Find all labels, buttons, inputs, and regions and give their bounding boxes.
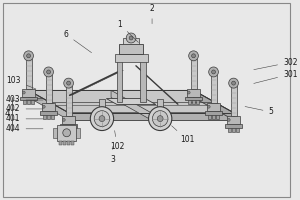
Polygon shape: [111, 90, 151, 120]
Polygon shape: [106, 99, 156, 105]
Circle shape: [209, 67, 218, 77]
Circle shape: [27, 54, 31, 58]
Bar: [53, 128, 57, 138]
Polygon shape: [69, 113, 234, 120]
Bar: [119, 44, 143, 54]
Bar: [115, 54, 148, 62]
Bar: [71, 128, 74, 132]
Circle shape: [157, 116, 163, 122]
Text: 5: 5: [245, 107, 273, 116]
Bar: [51, 115, 54, 119]
Bar: [216, 115, 219, 119]
Bar: [188, 100, 191, 104]
Bar: [208, 115, 211, 119]
Bar: [60, 124, 77, 128]
Circle shape: [99, 116, 105, 122]
Text: 1: 1: [118, 20, 138, 42]
Circle shape: [44, 67, 53, 77]
Circle shape: [148, 107, 172, 131]
Bar: [40, 111, 57, 115]
Bar: [211, 75, 218, 103]
Bar: [76, 128, 80, 138]
Bar: [205, 111, 222, 115]
Text: 4: 4: [4, 109, 10, 118]
Text: 2: 2: [150, 4, 154, 24]
Bar: [116, 57, 122, 102]
Bar: [228, 128, 231, 132]
Bar: [187, 89, 200, 97]
Circle shape: [189, 51, 198, 61]
Circle shape: [62, 118, 65, 121]
Bar: [157, 99, 163, 111]
Bar: [225, 124, 242, 128]
Bar: [67, 128, 70, 132]
Text: 401: 401: [6, 114, 43, 123]
Circle shape: [227, 118, 230, 121]
Bar: [57, 125, 76, 141]
Circle shape: [129, 36, 133, 40]
Bar: [43, 115, 46, 119]
Bar: [196, 100, 199, 104]
Bar: [232, 128, 235, 132]
Bar: [212, 115, 215, 119]
Bar: [31, 100, 34, 104]
Text: 103: 103: [7, 76, 36, 89]
Bar: [46, 75, 52, 103]
Bar: [185, 97, 202, 100]
Text: 403: 403: [6, 95, 43, 104]
Circle shape: [47, 70, 50, 74]
Text: 101: 101: [172, 126, 194, 144]
Text: 302: 302: [254, 58, 298, 70]
Polygon shape: [28, 90, 234, 113]
Bar: [23, 100, 26, 104]
Circle shape: [22, 91, 25, 94]
Circle shape: [192, 54, 196, 58]
Bar: [123, 38, 139, 44]
Circle shape: [232, 81, 236, 85]
Bar: [231, 86, 237, 116]
Circle shape: [207, 105, 210, 108]
Circle shape: [212, 70, 215, 74]
Bar: [20, 97, 37, 100]
Bar: [66, 86, 73, 116]
Polygon shape: [28, 90, 69, 120]
Circle shape: [187, 91, 190, 94]
Bar: [59, 141, 62, 145]
Circle shape: [152, 111, 168, 127]
Polygon shape: [194, 90, 234, 120]
Bar: [63, 128, 66, 132]
Bar: [26, 59, 32, 89]
Circle shape: [90, 107, 114, 131]
Bar: [236, 128, 239, 132]
Bar: [227, 116, 240, 124]
Bar: [27, 100, 30, 104]
Circle shape: [126, 33, 136, 43]
Bar: [47, 115, 50, 119]
Text: 404: 404: [6, 124, 43, 133]
Bar: [62, 116, 75, 124]
Circle shape: [24, 51, 33, 61]
Text: 102: 102: [110, 131, 124, 151]
Bar: [22, 89, 35, 97]
Bar: [140, 57, 146, 102]
Bar: [71, 141, 74, 145]
Circle shape: [64, 78, 74, 88]
Circle shape: [229, 78, 238, 88]
Circle shape: [63, 129, 70, 137]
Circle shape: [42, 105, 45, 108]
Bar: [42, 103, 56, 111]
Text: 301: 301: [254, 70, 298, 83]
Polygon shape: [28, 90, 194, 98]
Bar: [99, 99, 105, 111]
Circle shape: [67, 81, 70, 85]
Circle shape: [94, 111, 110, 127]
Bar: [207, 103, 220, 111]
Text: 402: 402: [6, 104, 43, 113]
Bar: [67, 141, 70, 145]
Bar: [192, 100, 195, 104]
Text: 3: 3: [110, 146, 115, 164]
Text: 6: 6: [64, 30, 92, 53]
Bar: [190, 59, 197, 89]
Bar: [63, 141, 66, 145]
